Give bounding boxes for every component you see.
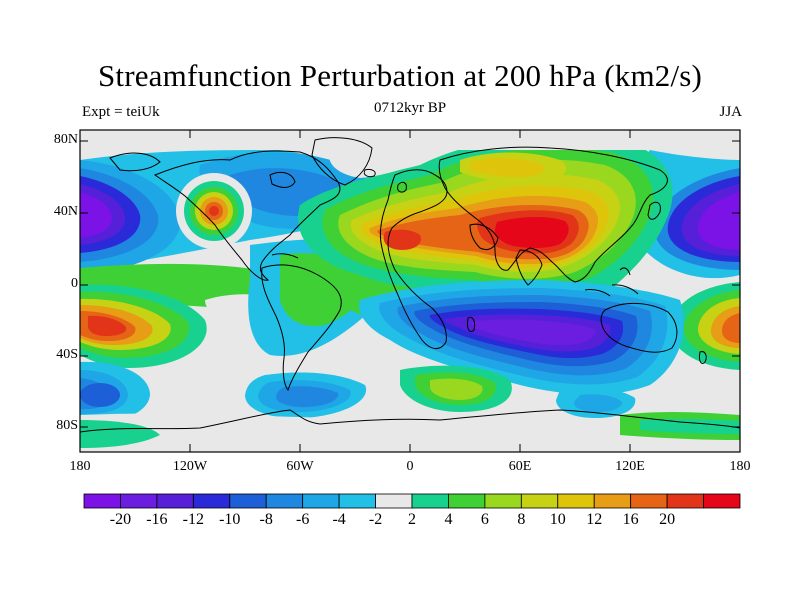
colorbar-swatch — [338, 493, 376, 509]
xtick-label: 0 — [406, 459, 414, 474]
colorbar-label: 16 — [622, 511, 639, 528]
colorbar-label: 8 — [517, 511, 526, 528]
colorbar-swatch — [630, 493, 668, 509]
colorbar — [83, 493, 741, 509]
xtick-label: 120W — [172, 459, 208, 474]
season-label: JJA — [719, 104, 742, 120]
colorbar-swatch — [120, 493, 158, 509]
colorbar-label: 10 — [549, 511, 566, 528]
colorbar-label: 20 — [659, 511, 676, 528]
ytick-label: 40S — [56, 347, 78, 362]
colorbar-label: -6 — [295, 511, 310, 528]
coastlines — [80, 137, 740, 433]
colorbar-label: -12 — [182, 511, 204, 528]
colorbar-label: 12 — [586, 511, 603, 528]
colorbar-label: -4 — [332, 511, 346, 528]
colorbar-label: 2 — [408, 511, 416, 528]
colorbar-swatch — [593, 493, 632, 509]
xtick-label: 180 — [729, 459, 751, 474]
ytick-label: 40N — [53, 204, 78, 219]
axis-ticks — [80, 130, 740, 452]
colorbar-label: 4 — [444, 511, 453, 528]
colorbar-swatch — [703, 493, 741, 509]
xtick-label: 60W — [286, 459, 314, 474]
experiment-label: Expt = teiUk — [82, 104, 160, 120]
colorbar-swatch — [265, 493, 304, 509]
ytick-label: 80S — [56, 418, 78, 433]
colorbar-swatch — [666, 493, 704, 509]
colorbar-swatch — [192, 493, 231, 509]
colorbar-label: 6 — [480, 511, 489, 528]
colorbar-swatch — [448, 493, 486, 509]
xtick-label: 120E — [615, 459, 645, 474]
colorbar-swatch — [484, 493, 522, 509]
ytick-label: 80N — [53, 132, 78, 147]
xtick-label: 180 — [69, 459, 91, 474]
colorbar-swatch — [83, 493, 121, 509]
colorbar-swatch — [411, 493, 449, 509]
colorbar-label: -10 — [219, 511, 241, 528]
colorbar-swatch — [557, 493, 595, 509]
colorbar-label: -2 — [368, 511, 383, 528]
chart-title: Streamfunction Perturbation at 200 hPa (… — [97, 58, 703, 93]
colorbar-label: -8 — [259, 511, 273, 528]
colorbar-label: -16 — [146, 511, 168, 528]
xtick-label: 60E — [508, 459, 532, 474]
colorbar-swatch — [375, 493, 413, 509]
colorbar-swatch — [302, 493, 340, 509]
colorbar-swatch — [156, 493, 194, 509]
colorbar-label: -20 — [109, 511, 132, 528]
colorbar-swatch — [520, 493, 559, 509]
period-label: 0712kyr BP — [373, 100, 447, 116]
colorbar-swatch — [229, 493, 267, 509]
ytick-label: 0 — [71, 276, 78, 291]
